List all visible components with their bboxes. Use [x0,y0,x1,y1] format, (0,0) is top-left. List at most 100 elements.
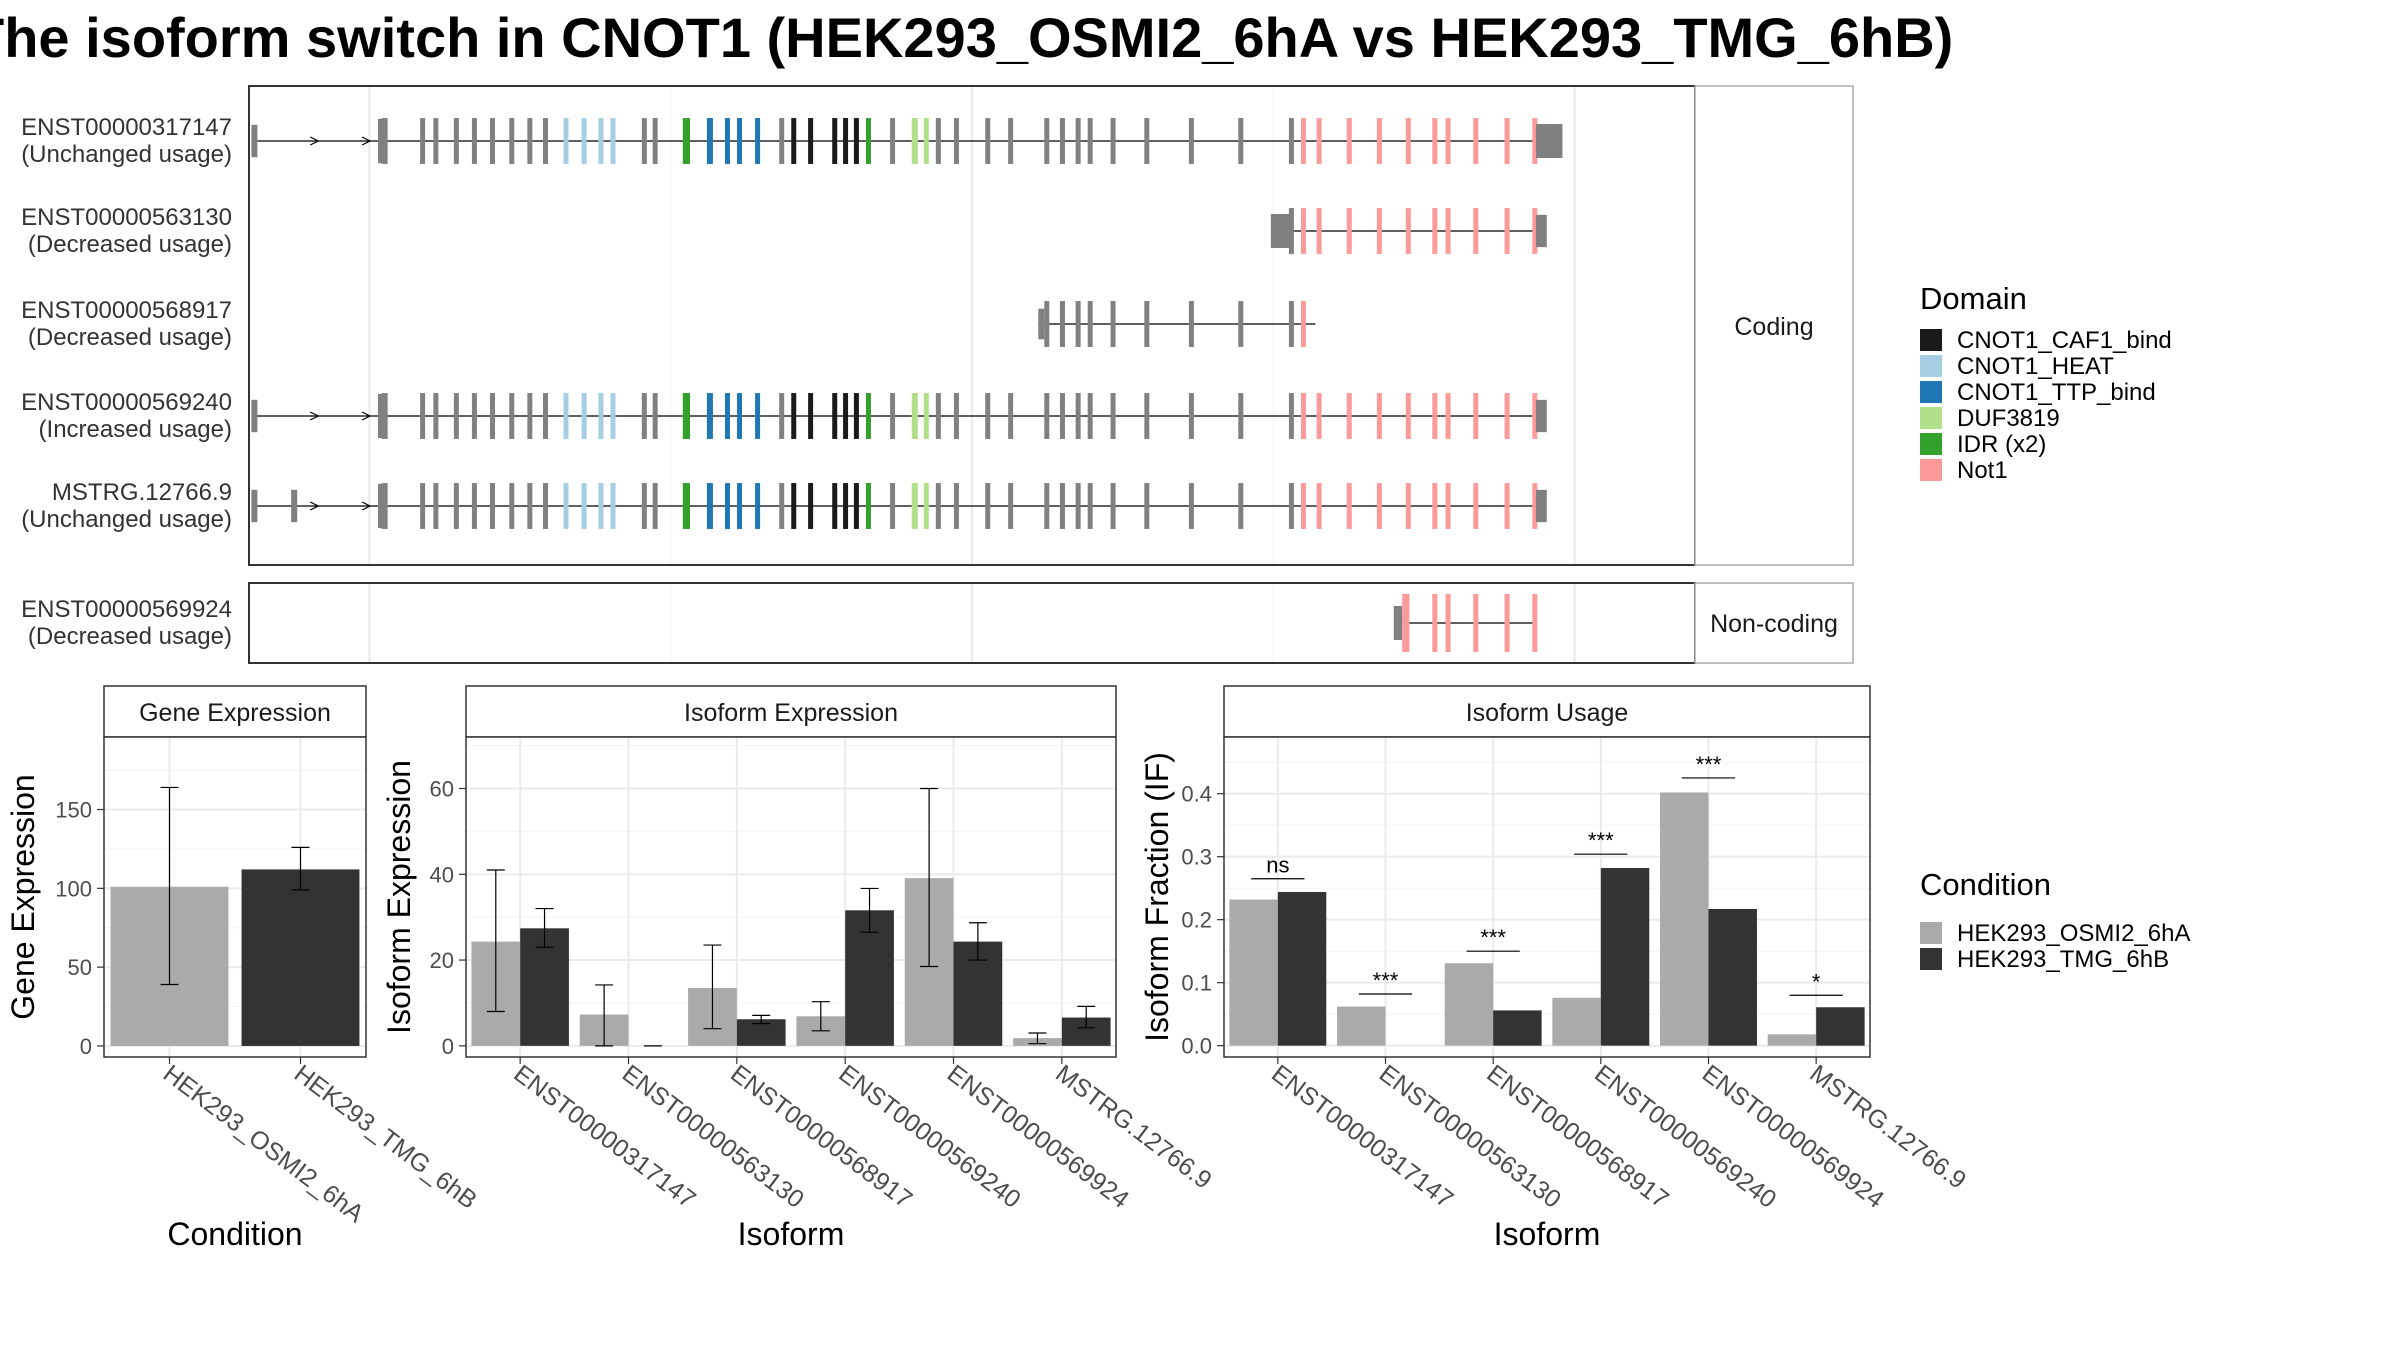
exon [527,393,533,439]
transcript-id: ENST00000569240 [21,389,232,416]
x-tick-label: ENST00000568917 [1482,1059,1674,1214]
exon [433,393,439,439]
error-bar [160,786,179,986]
exon [808,393,814,439]
exon [935,483,941,529]
error-bar [1077,1005,1096,1029]
exon [1288,118,1294,164]
exon [1504,393,1510,439]
exon [1432,594,1438,652]
exon [490,483,495,529]
exon [985,118,991,164]
exon [381,118,388,164]
exon [791,483,797,529]
bar [520,928,569,1046]
isoform-usage-chart: Isoform Usagens*************0.00.10.20.3… [1139,685,1971,1252]
plot-border [103,736,367,1058]
plot-area [1224,737,1870,1057]
direction-arrow [361,501,372,511]
exon [1059,118,1065,164]
error-bar [920,787,939,968]
exon [985,483,991,529]
y-tick-label: 0.2 [1181,908,1212,933]
x-tick-label: ENST00000569240 [1589,1059,1781,1214]
exon [1038,308,1045,340]
exon [610,483,616,529]
domain-legend-swatch [1920,407,1942,429]
exon [610,393,616,439]
y-tick-label: 0.4 [1181,782,1212,807]
exon [779,483,785,529]
y-axis-title: Isoform Expression [381,760,417,1034]
condition-legend-swatch [1920,948,1942,970]
exon [490,118,495,164]
domain-legend: Domain CNOT1_CAF1_bindCNOT1_HEATCNOT1_TT… [1920,281,2172,484]
figure-title: The isoform switch in CNOT1 (HEK293_OSMI… [0,6,1953,69]
exon [1188,301,1194,347]
significance-label: ns [1266,853,1289,878]
transcript-structure-plot: Coding Non-coding ENST00000317147(Unchan… [21,85,1854,664]
exon [1316,393,1322,439]
exon [1075,483,1081,529]
exon [1346,208,1352,254]
exon [543,118,549,164]
y-axis-title: Gene Expression [5,774,41,1019]
exon [610,118,616,164]
exon [420,483,426,529]
condition-legend-swatch [1920,922,1942,944]
coding-strip [1694,85,1854,566]
exon [791,393,797,439]
error-bar [291,846,310,891]
exon [1504,118,1510,164]
noncoding-panel-grid [368,583,1576,663]
exon [890,118,896,164]
domain-legend-swatch [1920,433,1942,455]
transcript-row [1270,208,1547,254]
transcript-row [251,393,1547,439]
bar [1767,1034,1817,1046]
y-tick-label: 0 [442,1034,454,1059]
bar [845,910,894,1046]
exon [1188,118,1194,164]
exon [1075,393,1081,439]
exon [1504,483,1510,529]
exon [1346,118,1352,164]
exon [598,393,604,439]
error-bar [1028,1032,1047,1045]
exon [1288,301,1294,347]
exon [911,118,918,164]
transcript-id: ENST00000568917 [21,297,232,324]
exon [453,118,459,164]
y-tick-label: 60 [430,776,454,801]
exon [1300,301,1306,347]
exon [1270,214,1293,248]
exon [1346,393,1352,439]
domain-legend-swatch [1920,459,1942,481]
exon [682,393,691,439]
exon [1432,393,1438,439]
exon [1504,208,1510,254]
x-axis-title: Isoform [738,1216,845,1252]
bar [1600,868,1650,1046]
exon [1405,393,1411,439]
x-tick-label: ENST00000569924 [942,1059,1134,1214]
exon [1405,208,1411,254]
exon [724,483,730,529]
chart-title: Gene Expression [139,699,331,727]
exon [1087,483,1093,529]
exon [509,118,515,164]
exon [1075,118,1081,164]
exon [1535,399,1547,433]
exon [433,483,439,529]
exon [1044,118,1050,164]
exon [865,483,871,529]
exon [737,393,743,439]
exon [1445,393,1451,439]
exon [1300,208,1306,254]
exon [1535,124,1563,158]
exon [1059,393,1065,439]
exon [1110,483,1116,529]
exon [598,118,604,164]
exon [1405,118,1411,164]
exon [1188,483,1194,529]
